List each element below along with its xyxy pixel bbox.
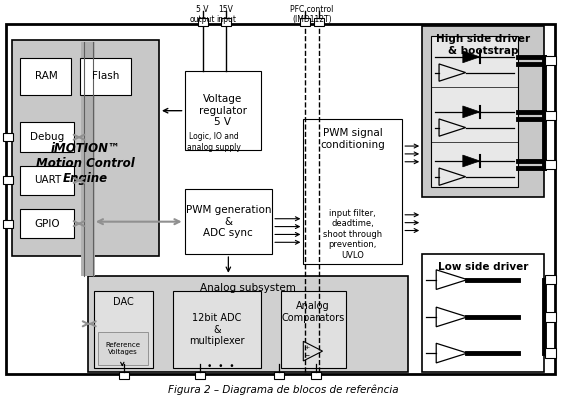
Text: GPIO: GPIO [35,219,60,228]
Text: input filter,
deadtime,
shoot through
prevention,
UVLO: input filter, deadtime, shoot through pr… [323,209,382,259]
Text: Debug: Debug [30,132,65,142]
FancyBboxPatch shape [314,18,324,26]
FancyBboxPatch shape [545,312,556,322]
Text: Logic, IO and
analog supply: Logic, IO and analog supply [187,132,241,152]
Text: UART: UART [33,176,61,185]
FancyBboxPatch shape [422,26,544,197]
Text: PFC control
(IMD112T): PFC control (IMD112T) [290,5,334,24]
Text: Figura 2 – Diagrama de blocos de referência: Figura 2 – Diagrama de blocos de referên… [168,385,399,395]
FancyBboxPatch shape [303,119,402,264]
Polygon shape [463,106,480,118]
FancyBboxPatch shape [20,209,74,238]
Text: 5 V
output: 5 V output [190,5,215,24]
Text: Flash: Flash [92,71,119,81]
FancyBboxPatch shape [221,18,231,26]
Polygon shape [463,155,480,167]
FancyBboxPatch shape [80,58,131,95]
FancyBboxPatch shape [545,111,556,120]
FancyBboxPatch shape [88,276,408,372]
FancyBboxPatch shape [173,291,261,368]
Text: PWM generation
&
ADC sync: PWM generation & ADC sync [185,205,271,238]
FancyBboxPatch shape [20,123,74,152]
FancyBboxPatch shape [184,189,272,254]
Text: Low side driver: Low side driver [438,262,528,272]
FancyBboxPatch shape [300,18,310,26]
Text: −: − [304,353,310,357]
FancyBboxPatch shape [422,254,544,372]
Text: DAC: DAC [113,297,134,307]
FancyBboxPatch shape [545,160,556,169]
Text: RAM: RAM [35,71,57,81]
Text: 15V
input: 15V input [216,5,236,24]
FancyBboxPatch shape [430,36,518,187]
Text: Analog subsystem: Analog subsystem [200,283,296,293]
Text: PWM signal
conditioning: PWM signal conditioning [320,129,385,150]
FancyBboxPatch shape [20,58,71,95]
Polygon shape [463,51,480,63]
FancyBboxPatch shape [119,372,129,379]
Text: •  •  •: • • • [208,362,235,371]
FancyBboxPatch shape [184,71,261,150]
FancyBboxPatch shape [311,372,321,379]
FancyBboxPatch shape [545,275,556,284]
Text: High side driver
& bootstrap: High side driver & bootstrap [436,34,530,56]
FancyBboxPatch shape [3,220,13,228]
FancyBboxPatch shape [545,56,556,65]
FancyBboxPatch shape [274,372,284,379]
FancyBboxPatch shape [98,332,148,365]
FancyBboxPatch shape [194,372,205,379]
FancyBboxPatch shape [197,18,208,26]
Text: Voltage
regulator
5 V: Voltage regulator 5 V [198,94,247,127]
FancyBboxPatch shape [6,24,555,374]
Text: 12bit ADC
&
multiplexer: 12bit ADC & multiplexer [189,313,245,346]
Text: Analog
Comparators: Analog Comparators [282,301,345,323]
FancyBboxPatch shape [94,291,154,368]
FancyBboxPatch shape [20,166,74,195]
FancyBboxPatch shape [281,291,346,368]
FancyBboxPatch shape [545,348,556,358]
Text: Reference
Voltages: Reference Voltages [105,342,141,355]
FancyBboxPatch shape [3,133,13,141]
Text: +: + [304,345,310,351]
FancyBboxPatch shape [3,176,13,184]
FancyBboxPatch shape [12,40,159,256]
Text: iMOTION™
Motion Control
Engine: iMOTION™ Motion Control Engine [36,142,135,185]
